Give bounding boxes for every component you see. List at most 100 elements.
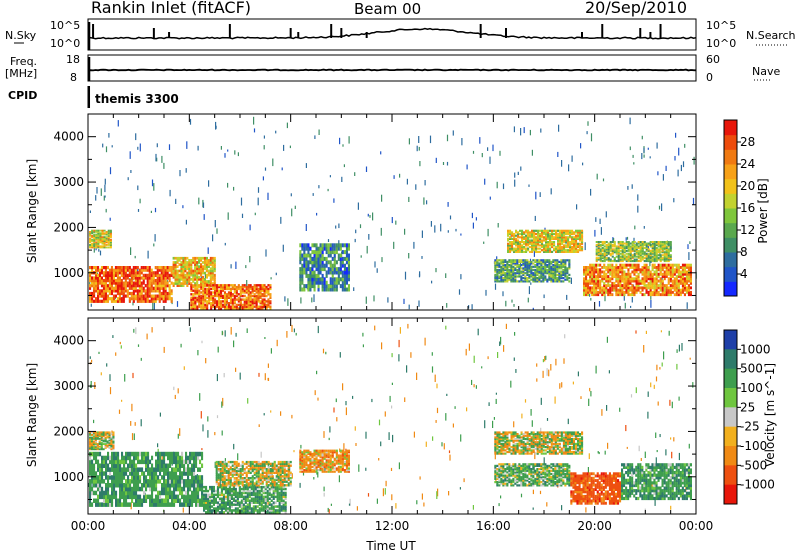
power-echo-cell [566, 267, 569, 270]
power-echo-cell [535, 229, 538, 232]
power-echo-cell [166, 284, 169, 288]
power-echo-cell [523, 242, 526, 245]
power-echo-cell [556, 278, 559, 281]
power-echo-cell [237, 296, 240, 299]
power-echo-cell [132, 289, 135, 293]
power-echo-cell [112, 286, 115, 290]
power-echo-cell [202, 284, 205, 287]
power-echo-cell [132, 291, 135, 296]
power-echo-cell [601, 255, 604, 258]
power-echo-cell [579, 229, 582, 232]
power-echo-cell [549, 229, 552, 232]
power-echo-cell [194, 305, 197, 308]
power-echo-cell [526, 277, 529, 280]
power-echo-cell [98, 294, 101, 298]
power-echo-cell [653, 255, 656, 258]
power-echo-cell [599, 248, 602, 251]
power-echo-cell [611, 245, 614, 248]
velocity-scatter-cell [270, 348, 272, 354]
power-echo-cell [518, 259, 521, 262]
velocity-echo-cell [93, 483, 96, 488]
power-scatter-cell [570, 277, 572, 284]
power-echo-cell [555, 249, 558, 252]
power-echo-cell [172, 269, 175, 273]
power-scatter-cell [186, 141, 188, 149]
velocity-echo-cell [149, 494, 152, 500]
power-echo-cell [635, 251, 638, 254]
power-echo-cell [625, 257, 628, 260]
power-scatter-cell [598, 301, 601, 307]
power-scatter-cell [98, 249, 100, 252]
power-echo-cell [649, 252, 652, 255]
velocity-echo-cell [117, 502, 120, 507]
power-echo-cell [201, 269, 204, 273]
power-echo-cell [347, 243, 350, 248]
power-scatter-cell [280, 216, 282, 224]
power-scatter-cell [230, 264, 232, 269]
velocity-echo-cell [99, 490, 102, 496]
power-echo-cell [212, 305, 215, 308]
power-echo-cell [190, 296, 193, 299]
power-echo-cell [573, 245, 576, 249]
power-echo-cell [253, 296, 256, 299]
power-echo-cell [544, 262, 547, 265]
power-echo-cell [212, 285, 215, 289]
power-echo-cell [557, 237, 560, 240]
power-echo-cell [101, 237, 104, 240]
power-echo-cell [136, 294, 139, 298]
power-echo-cell [559, 245, 562, 249]
power-echo-cell [107, 236, 110, 239]
power-echo-cell [677, 266, 680, 269]
power-echo-cell [689, 277, 692, 281]
power-scatter-cell [327, 188, 329, 192]
power-echo-cell [186, 271, 189, 275]
velocity-echo-cell [165, 486, 168, 492]
power-echo-cell [303, 243, 306, 248]
power-echo-cell [552, 267, 555, 270]
power-echo-cell [140, 271, 143, 275]
power-echo-cell [542, 277, 545, 280]
power-echo-cell [136, 276, 139, 280]
power-scatter-cell [458, 289, 461, 295]
power-echo-cell [186, 261, 189, 264]
power-echo-cell [536, 260, 539, 263]
power-echo-cell [552, 273, 555, 276]
power-echo-cell [633, 272, 636, 276]
power-echo-cell [521, 229, 524, 232]
power-echo-cell [689, 268, 692, 272]
power-echo-cell [577, 244, 580, 247]
power-echo-cell [263, 300, 266, 303]
power-echo-cell [91, 299, 94, 303]
velocity-echo-cell [89, 494, 92, 500]
power-echo-cell [637, 275, 640, 278]
power-echo-cell [555, 234, 558, 237]
power-scatter-cell [257, 187, 260, 193]
power-echo-cell [309, 270, 312, 275]
power-echo-cell [513, 250, 516, 253]
velocity-scatter-cell [201, 448, 203, 451]
power-scatter-cell [447, 230, 449, 233]
power-echo-cell [599, 286, 602, 290]
velocity-echo-cell [131, 494, 134, 500]
power-echo-cell [103, 241, 106, 244]
power-echo-cell [103, 236, 106, 239]
power-echo-cell [103, 232, 106, 235]
power-echo-cell [95, 297, 98, 301]
velocity-scatter-cell [606, 405, 608, 411]
velocity-echo-cell [155, 463, 158, 468]
power-echo-cell [541, 244, 544, 247]
power-scatter-cell [257, 197, 259, 206]
velocity-echo-cell [103, 490, 106, 496]
power-echo-cell [679, 275, 682, 278]
power-echo-cell [539, 229, 542, 232]
power-echo-cell [148, 289, 151, 293]
power-echo-cell [203, 271, 206, 275]
power-echo-cell [665, 249, 668, 252]
velocity-scatter-cell [345, 407, 347, 416]
velocity-scatter-cell [645, 330, 647, 334]
power-echo-cell [103, 242, 106, 245]
power-echo-cell [507, 239, 510, 242]
power-echo-cell [126, 273, 129, 277]
power-echo-cell [579, 237, 582, 240]
velocity-scatter-cell [365, 431, 367, 439]
